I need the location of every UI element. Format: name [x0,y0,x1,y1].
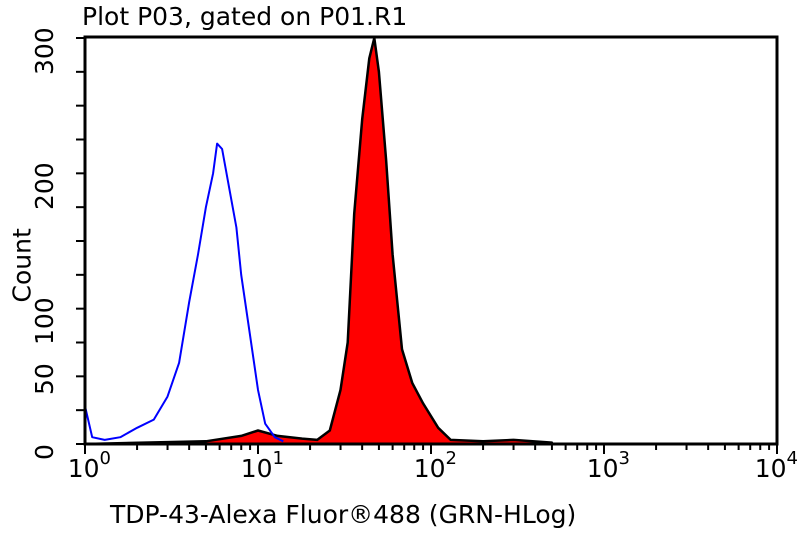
y-tick-100: 100 [30,297,59,345]
plot-frame [83,35,779,446]
axis-ticks [76,37,778,454]
y-axis-label: Count [7,228,37,303]
x-tick-0: 100 [67,448,111,483]
y-tick-50: 50 [30,363,59,395]
y-tick-200: 200 [30,162,59,210]
y-tick-0: 0 [30,444,59,460]
histogram-curves [83,36,554,446]
x-tick-4: 104 [754,448,798,483]
x-tick-2: 102 [413,448,457,483]
x-axis-label: TDP-43-Alexa Fluor®488 (GRN-HLog) [110,500,577,529]
y-tick-300: 300 [30,27,59,75]
x-tick-1: 101 [240,448,284,483]
chart-title: Plot P03, gated on P01.R1 [82,2,408,31]
histogram-filled-series [83,36,554,446]
histogram-line-series [84,142,284,443]
x-tick-3: 103 [586,448,630,483]
